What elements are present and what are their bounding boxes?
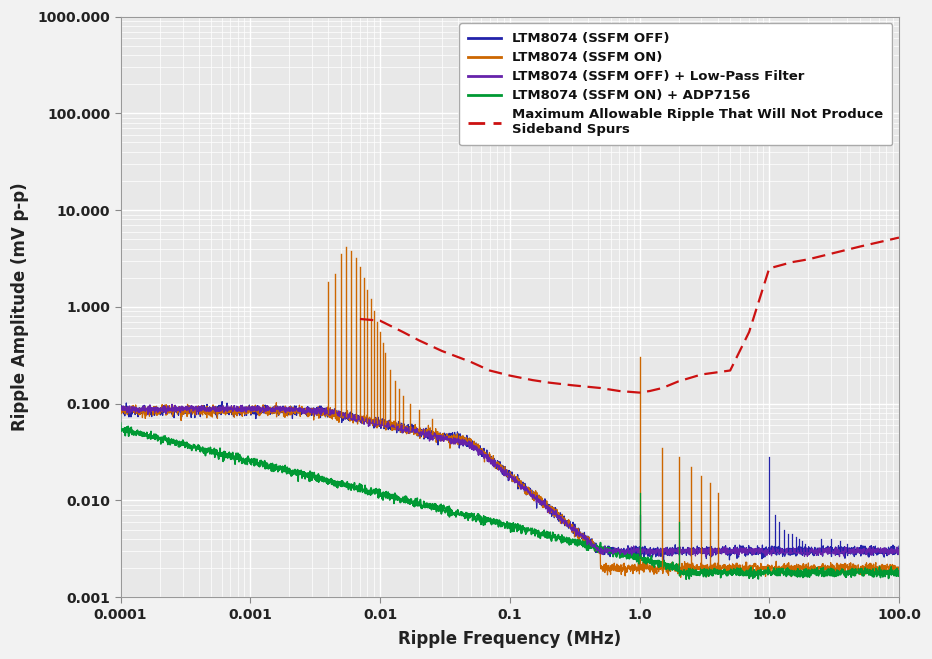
X-axis label: Ripple Frequency (MHz): Ripple Frequency (MHz)	[398, 630, 622, 648]
Legend: LTM8074 (SSFM OFF), LTM8074 (SSFM ON), LTM8074 (SSFM OFF) + Low-Pass Filter, LTM: LTM8074 (SSFM OFF), LTM8074 (SSFM ON), L…	[459, 23, 892, 146]
Y-axis label: Ripple Amplitude (mV p-p): Ripple Amplitude (mV p-p)	[11, 183, 29, 431]
